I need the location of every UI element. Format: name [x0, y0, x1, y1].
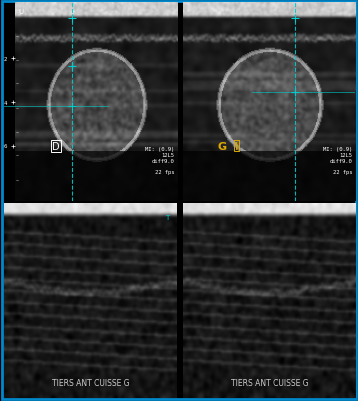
Text: A: A	[188, 6, 199, 20]
Text: MI: (0.9)
12L5
diff9.0

22 fps: MI: (0.9) 12L5 diff9.0 22 fps	[323, 146, 352, 175]
Text: I: I	[235, 142, 238, 152]
Text: 2: 2	[4, 57, 8, 61]
Text: 6: 6	[4, 144, 8, 149]
Text: TIERS ANT CUISSE G: TIERS ANT CUISSE G	[52, 378, 130, 387]
Text: T: T	[165, 214, 169, 220]
Text: TIERS ANT CUISSE G: TIERS ANT CUISSE G	[231, 378, 308, 387]
Text: B: B	[6, 206, 17, 220]
Text: MI: (0.9)
12L5
diff9.0

22 fps: MI: (0.9) 12L5 diff9.0 22 fps	[145, 146, 174, 175]
Text: C: C	[185, 206, 196, 220]
Text: 4: 4	[4, 100, 8, 105]
Text: G: G	[217, 142, 226, 152]
Text: D: D	[52, 142, 60, 152]
Text: U: U	[19, 9, 24, 15]
